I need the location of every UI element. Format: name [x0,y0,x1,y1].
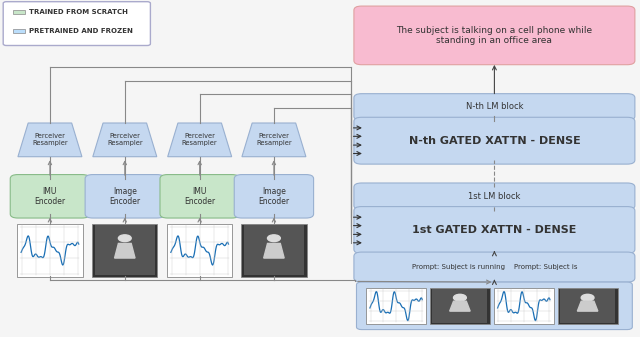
FancyBboxPatch shape [557,288,618,324]
FancyBboxPatch shape [85,175,164,218]
FancyBboxPatch shape [354,183,635,210]
Polygon shape [115,243,135,258]
Text: PRETRAINED AND FROZEN: PRETRAINED AND FROZEN [29,28,132,34]
FancyBboxPatch shape [241,224,307,277]
FancyBboxPatch shape [244,225,304,275]
Text: Prompt: Subject is running    Prompt: Subject is: Prompt: Subject is running Prompt: Subje… [412,264,577,270]
FancyBboxPatch shape [10,175,90,218]
FancyBboxPatch shape [354,207,635,253]
FancyBboxPatch shape [494,288,554,324]
Text: 1st LM block: 1st LM block [468,192,520,201]
FancyBboxPatch shape [430,288,490,324]
FancyBboxPatch shape [95,225,155,275]
Polygon shape [450,301,470,311]
Text: N-th GATED XATTN - DENSE: N-th GATED XATTN - DENSE [408,136,580,146]
FancyBboxPatch shape [354,94,635,120]
FancyBboxPatch shape [433,289,488,323]
FancyBboxPatch shape [13,10,25,14]
Circle shape [454,294,467,301]
FancyBboxPatch shape [366,288,426,324]
Text: Image
Encoder: Image Encoder [109,187,140,206]
Polygon shape [242,123,306,157]
Circle shape [268,235,280,242]
FancyBboxPatch shape [92,224,157,277]
Text: N-th LM block: N-th LM block [466,102,523,112]
Text: TRAINED FROM SCRATCH: TRAINED FROM SCRATCH [29,9,127,16]
Polygon shape [264,243,284,258]
FancyBboxPatch shape [354,252,635,282]
FancyBboxPatch shape [234,175,314,218]
Text: Perceiver
Resampler: Perceiver Resampler [107,133,143,146]
Text: Image
Encoder: Image Encoder [259,187,289,206]
FancyBboxPatch shape [356,282,632,330]
Text: Perceiver
Resampler: Perceiver Resampler [182,133,218,146]
FancyBboxPatch shape [13,29,25,33]
Text: The subject is talking on a cell phone while
standing in an office area: The subject is talking on a cell phone w… [396,26,593,45]
Text: Perceiver
Resampler: Perceiver Resampler [32,133,68,146]
Polygon shape [168,123,232,157]
Polygon shape [93,123,157,157]
Text: IMU
Encoder: IMU Encoder [184,187,215,206]
FancyBboxPatch shape [560,289,615,323]
Circle shape [118,235,131,242]
FancyBboxPatch shape [167,224,232,277]
FancyBboxPatch shape [354,117,635,164]
Circle shape [581,294,594,301]
FancyBboxPatch shape [3,2,150,45]
FancyBboxPatch shape [354,6,635,65]
Text: IMU
Encoder: IMU Encoder [35,187,65,206]
Text: Perceiver
Resampler: Perceiver Resampler [256,133,292,146]
FancyBboxPatch shape [160,175,239,218]
Polygon shape [577,301,598,311]
FancyBboxPatch shape [17,224,83,277]
Polygon shape [18,123,82,157]
Text: 1st GATED XATTN - DENSE: 1st GATED XATTN - DENSE [412,225,577,235]
